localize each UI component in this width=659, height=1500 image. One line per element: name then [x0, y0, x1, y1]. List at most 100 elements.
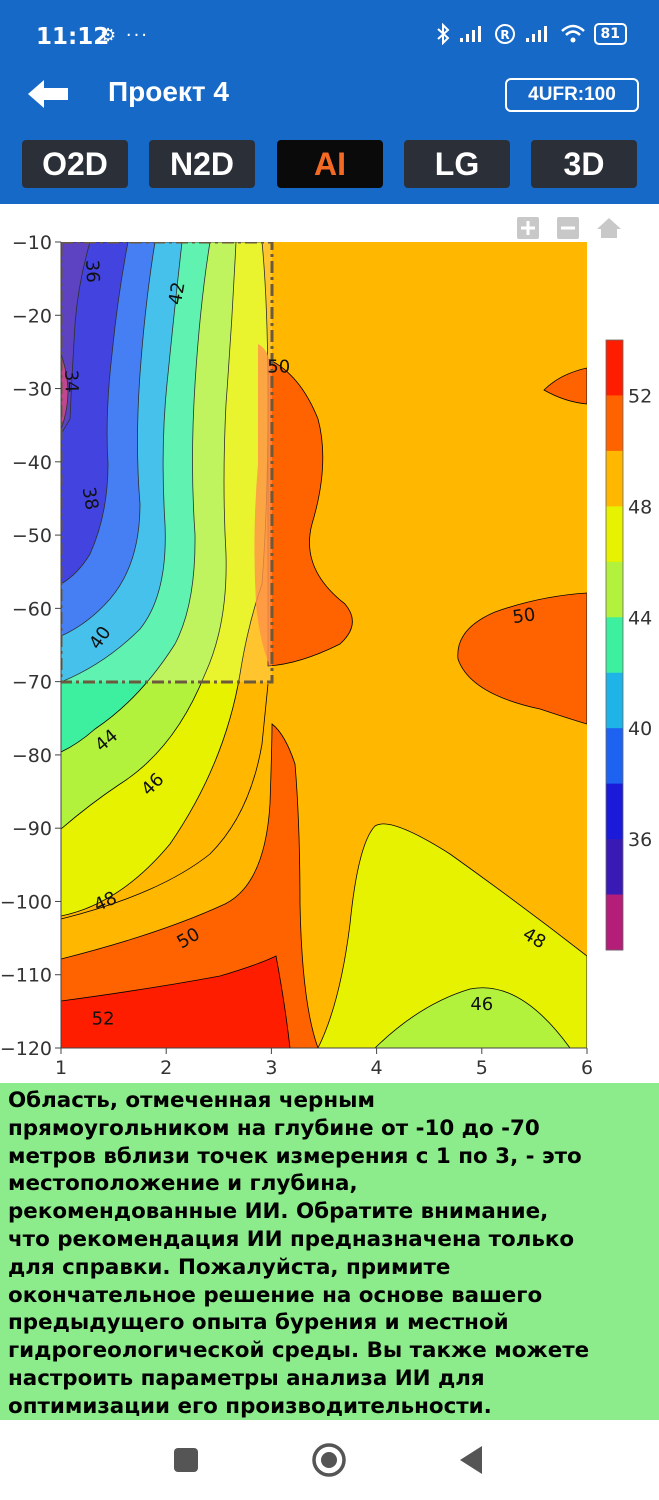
x-tick-label: 3 [265, 1057, 277, 1079]
contour-chart: −10 −20 −30 −40 −50 −60 −70 −80 −90 −100 −110 −120 … [0, 204, 659, 1080]
ai-info-line: метров вблизи точек измерения с 1 по 3, … [8, 1143, 582, 1169]
ai-info-line: что рекомендация ИИ предназначена только [8, 1226, 575, 1252]
y-tick-group: −10 −20 −30 −40 −50 −60 −70 −80 −90 −100 −110 −120 [0, 232, 61, 1060]
colorbar-tick-label: 40 [628, 718, 652, 740]
colorbar-segment [606, 450, 623, 507]
colorbar-segment [606, 894, 623, 951]
ai-info-line: гидрогеологической среды. Вы также может… [8, 1338, 590, 1364]
tab-o2d[interactable]: O2D [22, 140, 128, 188]
ai-info-line: прямоугольником на глубине от -10 до -70 [8, 1115, 540, 1141]
level-36-38-left [61, 242, 129, 585]
contour-plot-svg: −10−20−30−40−50−60−70−80−90−100−110−120 … [0, 217, 652, 1079]
bluetooth-icon [436, 23, 449, 45]
level-44-46-bottom [374, 987, 571, 1048]
y-tick-label: −70 [12, 672, 52, 694]
colorbar-segment [606, 728, 623, 785]
tab-n2d[interactable]: N2D [149, 140, 255, 188]
svg-text:R: R [500, 28, 509, 42]
colorbar-tick-label: 52 [628, 385, 652, 407]
contour-label: 46 [470, 994, 493, 1015]
contour-label: 52 [92, 1009, 115, 1030]
level-50-52-patch-top-right [543, 367, 587, 405]
status-right-icons: R 81 [436, 23, 627, 45]
colorbar-segment [606, 340, 623, 396]
colorbar-tick-label: 44 [628, 607, 652, 629]
ai-info-line: предыдущего опыта бурения и местной [8, 1310, 509, 1336]
ai-info-line: для справки. Пожалуйста, примите [8, 1254, 451, 1280]
system-nav-bar [0, 1420, 659, 1500]
zoom-in-icon[interactable] [517, 217, 539, 239]
back-arrow-icon[interactable] [24, 74, 72, 114]
mode-tabs: O2D N2D AI LG 3D [22, 140, 638, 188]
colorbar-segment [606, 395, 623, 452]
level-50-52-patch-center [267, 358, 353, 667]
ai-info-line: настроить параметры анализа ИИ для [8, 1365, 485, 1391]
x-tick-label: 5 [476, 1057, 488, 1079]
y-tick-label: −60 [12, 598, 52, 620]
x-tick-label: 2 [160, 1057, 172, 1079]
status-notification-icons: ⚙ ··· [100, 25, 150, 46]
contour-label: 34 [60, 369, 82, 393]
y-tick-label: −10 [12, 232, 52, 254]
y-tick-label: −80 [12, 745, 52, 767]
contour-label: 50 [511, 604, 537, 628]
y-tick-label: −120 [0, 1038, 52, 1060]
colorbar: 52 48 44 40 36 [605, 339, 652, 951]
y-tick-label: −110 [0, 965, 52, 987]
contour-label: 50 [267, 357, 290, 378]
ai-info-line: Область, отмеченная черным [8, 1088, 375, 1113]
colorbar-segment [606, 783, 623, 840]
y-tick-label: −90 [12, 818, 52, 840]
ai-info-line: оптимизации его производительности. [8, 1393, 492, 1419]
app-bar: Проект 4 4UFR:100 O2D N2D AI LG 3D [0, 62, 659, 204]
ai-recommendation-rect [61, 242, 274, 684]
contour-field [61, 242, 587, 1048]
level-50-52-patch-right [457, 592, 587, 725]
y-tick-label: −30 [12, 379, 52, 401]
ufr-badge[interactable]: 4UFR:100 [505, 78, 639, 112]
level-32-34-left [61, 353, 69, 430]
x-tick-label: 4 [371, 1057, 383, 1079]
roaming-icon: R [494, 24, 515, 44]
ai-info-box: Область, отмеченная черным прямоугольник… [0, 1083, 659, 1420]
ai-info-line: окончательное решение на основе вашего [8, 1282, 543, 1308]
signal-icon [459, 26, 481, 42]
contour-label: 36 [81, 260, 103, 284]
y-tick-label: −20 [12, 305, 52, 327]
x-tick-label: 1 [55, 1057, 67, 1079]
status-bar: 11:12 ⚙ ··· R 81 [0, 0, 659, 62]
y-tick-label: −50 [12, 525, 52, 547]
level-49-50-strip [254, 344, 270, 666]
colorbar-frame [605, 339, 624, 951]
level-34-36-left [61, 242, 91, 435]
x-tick-label: 6 [581, 1057, 593, 1079]
status-time: 11:12 [36, 24, 110, 50]
battery-indicator: 81 [593, 23, 627, 45]
page-title: Проект 4 [108, 76, 229, 107]
wifi-icon [560, 24, 585, 43]
recents-square-icon[interactable] [166, 1440, 206, 1480]
ai-info-text: Область, отмеченная черным прямоугольник… [8, 1087, 653, 1421]
home-circle-icon[interactable] [309, 1440, 349, 1480]
signal-icon-2 [525, 26, 547, 42]
colorbar-tick-label: 36 [628, 829, 652, 851]
y-tick-label: −100 [0, 891, 52, 913]
level-52-54-bottom-left [61, 955, 291, 1048]
tab-lg[interactable]: LG [404, 140, 510, 188]
contour-label: 38 [78, 485, 103, 511]
tab-ai[interactable]: AI [277, 140, 383, 188]
back-triangle-icon[interactable] [452, 1440, 492, 1480]
colorbar-segment [606, 672, 623, 729]
zoom-out-icon[interactable] [557, 217, 579, 239]
colorbar-segment [606, 506, 623, 563]
home-icon[interactable] [597, 218, 621, 238]
contour-line-48 [61, 683, 269, 920]
colorbar-segment [606, 561, 623, 618]
colorbar-segment [606, 617, 623, 674]
colorbar-tick-label: 48 [628, 496, 652, 518]
tab-3d[interactable]: 3D [531, 140, 637, 188]
ai-info-line: местоположение и глубина, [8, 1171, 358, 1197]
level-46-48-bottom-right [317, 823, 587, 1048]
colorbar-segment [606, 839, 623, 896]
ai-info-line: рекомендованные ИИ. Обратите внимание, [8, 1199, 549, 1225]
